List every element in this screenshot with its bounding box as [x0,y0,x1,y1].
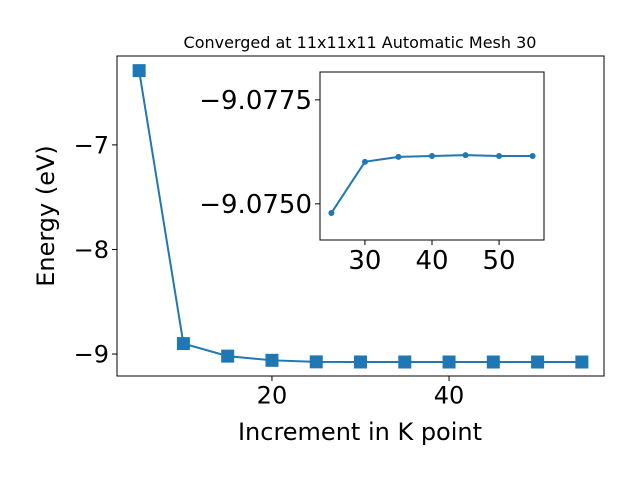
x-tick-label: 30 [348,246,381,276]
data-marker [462,152,469,159]
data-marker [486,355,500,369]
data-marker [398,355,412,369]
data-marker [176,337,190,351]
data-marker [309,355,323,369]
data-marker [531,355,545,369]
data-marker [221,349,235,363]
y-tick-label: −8 [74,236,109,264]
data-marker [265,353,279,367]
y-axis-label: Energy (eV) [32,145,60,287]
data-marker [132,64,146,78]
x-axis-label: Increment in K point [238,418,482,446]
x-tick-label: 20 [257,381,288,409]
y-tick-label: −9.0750 [199,190,312,220]
data-marker [575,355,589,369]
data-marker [328,209,335,216]
x-tick-label: 40 [415,246,448,276]
y-tick-label: −9.0775 [199,86,312,116]
data-marker [395,153,402,160]
x-tick-label: 40 [434,381,465,409]
data-marker [361,158,368,165]
data-marker [496,153,503,159]
data-marker [429,153,435,159]
data-marker [354,355,367,369]
data-marker [442,355,456,369]
y-tick-label: −9 [74,340,109,368]
y-tick-label: −7 [74,131,109,159]
chart-title: Converged at 11x11x11 Automatic Mesh 30 [184,33,537,52]
x-tick-label: 50 [483,246,516,276]
data-marker [529,153,536,159]
